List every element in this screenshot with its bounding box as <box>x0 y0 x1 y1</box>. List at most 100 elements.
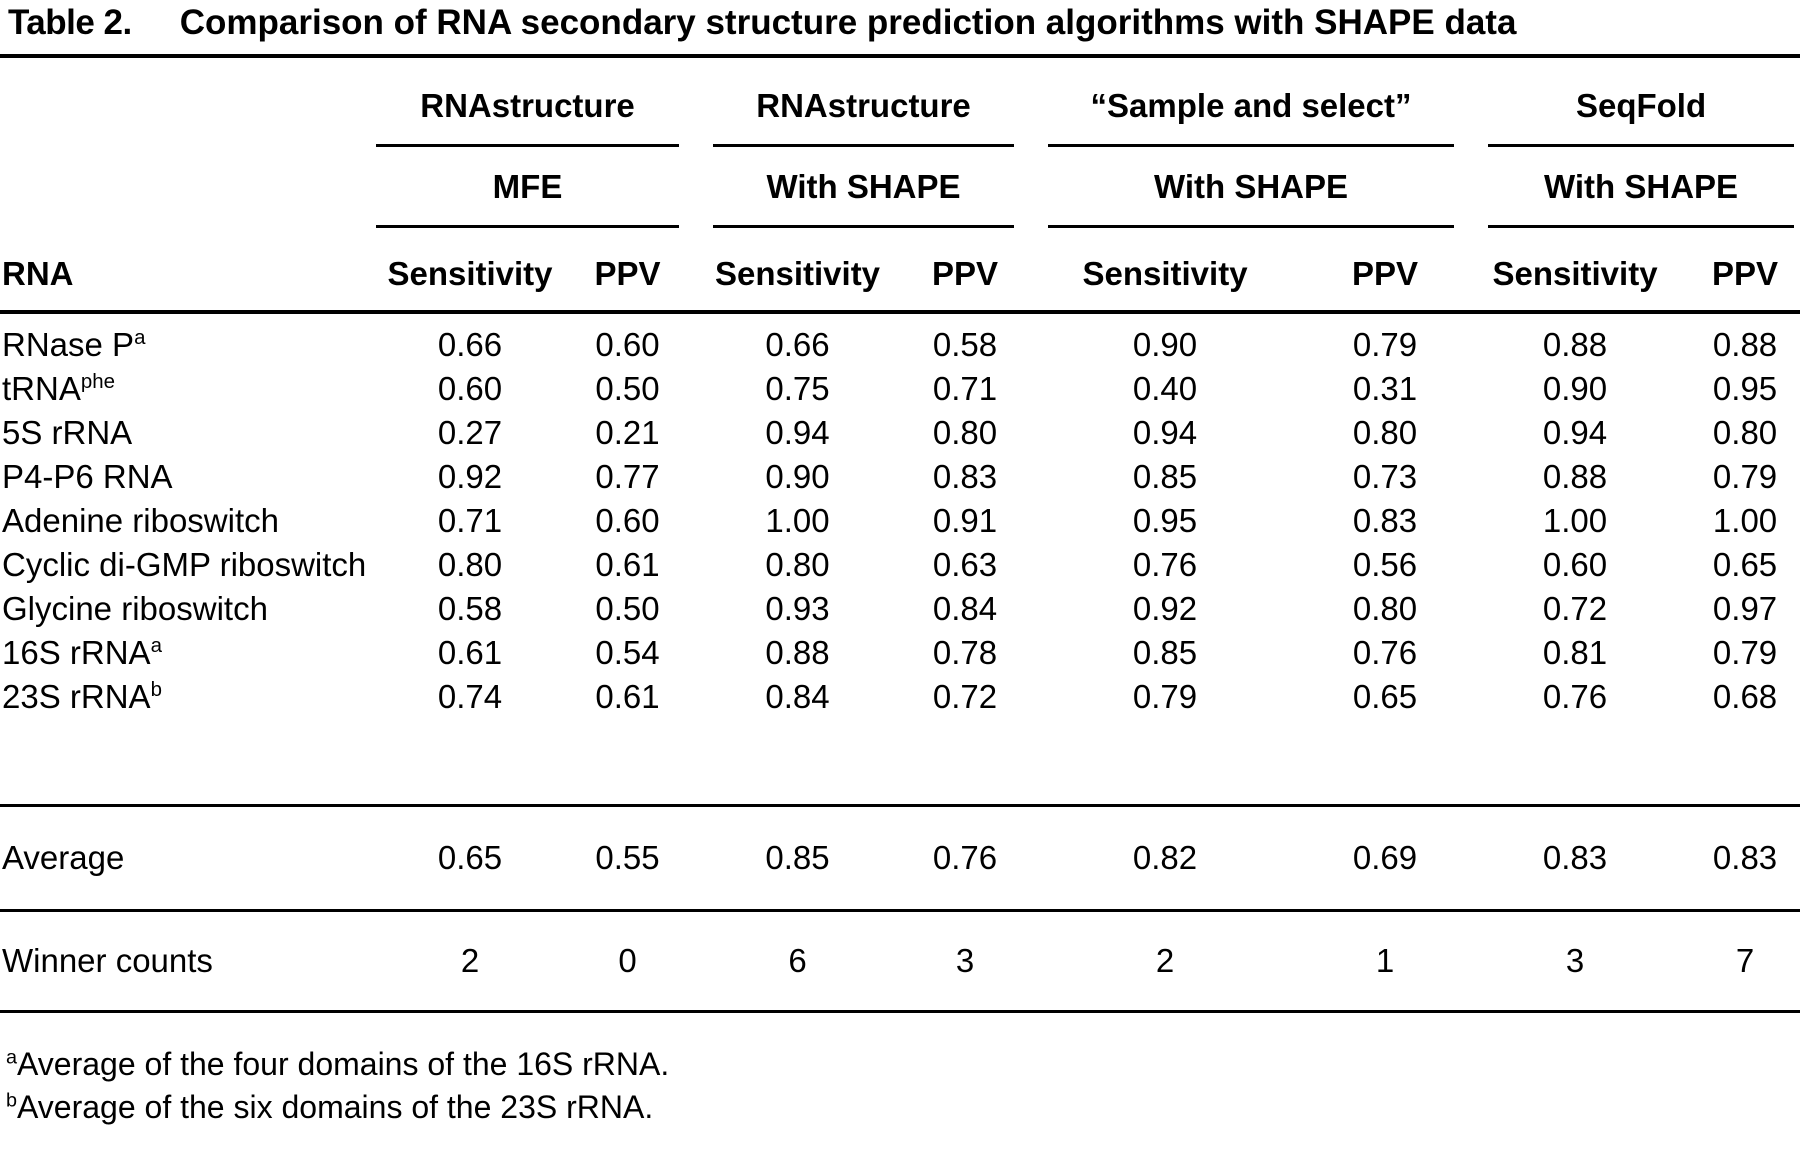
value-cell: 7 <box>1690 910 1800 1013</box>
value-cell: 2 <box>1020 910 1311 1013</box>
rna-name-cell: 16S rRNAa <box>0 631 370 675</box>
value-cell: 1.00 <box>765 502 830 539</box>
value-cell: 0.94 <box>765 414 830 451</box>
group-subname: With SHAPE <box>1048 147 1455 228</box>
group-name: RNAstructure <box>713 64 1015 147</box>
metric-header: PPV <box>1690 228 1800 314</box>
table-title: Table 2. Comparison of RNA secondary stru… <box>0 0 1800 58</box>
value-cell: 0.56 <box>1352 546 1418 583</box>
rna-name: tRNA <box>2 370 81 407</box>
value-cell: 0.80 <box>1712 414 1778 451</box>
value-cell: 0.61 <box>595 546 660 583</box>
footnote-marker: a <box>134 326 146 349</box>
column-subheader: With SHAPE <box>1460 147 1800 228</box>
rna-name: Adenine riboswitch <box>2 502 279 539</box>
value-cell: 0.79 <box>1132 678 1198 715</box>
rna-name-cell: P4-P6 RNA <box>0 455 370 499</box>
value-cell: 0.65 <box>1712 546 1778 583</box>
table-header: RNAstructure RNAstructure “Sample and se… <box>0 58 1800 314</box>
value-cell: 0.85 <box>1132 634 1198 671</box>
rna-name-cell: tRNAphe <box>0 367 370 411</box>
metric-header: PPV <box>570 228 686 314</box>
value-cell: 0.92 <box>437 458 503 495</box>
value-cell: 6 <box>685 910 911 1013</box>
group-subname: With SHAPE <box>713 147 1015 228</box>
value-cell: 0.54 <box>595 634 660 671</box>
value-cell: 0.50 <box>595 370 660 407</box>
rna-name-cell: Glycine riboswitch <box>0 587 370 631</box>
value-cell: 0.79 <box>1712 458 1778 495</box>
value-cell: 0.88 <box>1712 326 1778 363</box>
value-cell: 0.65 <box>370 804 570 912</box>
value-cell: 0.79 <box>1352 326 1418 363</box>
rna-name: 23S rRNA <box>2 678 151 715</box>
value-cell: 0.21 <box>595 414 660 451</box>
value-cell: 0.91 <box>932 502 998 539</box>
comparison-table: RNAstructure RNAstructure “Sample and se… <box>0 58 1800 1013</box>
average-row: Average 0.65 0.55 0.85 0.76 0.82 0.69 0.… <box>0 804 1800 912</box>
value-cell: 0.90 <box>765 458 830 495</box>
footnote-marker: a <box>150 634 162 657</box>
value-cell: 0.83 <box>932 458 998 495</box>
value-cell: 0.65 <box>1352 678 1418 715</box>
value-cell: 0.88 <box>1542 458 1608 495</box>
table-number: Table 2. <box>8 3 132 42</box>
value-cell: 1.00 <box>1542 502 1608 539</box>
table-row: Cyclic di-GMP riboswitch 0.80 0.61 0.80 0.63… <box>0 543 1800 587</box>
value-cell: 0.77 <box>595 458 660 495</box>
summary-section: Average 0.65 0.55 0.85 0.76 0.82 0.69 0.… <box>0 804 1800 1013</box>
value-cell: 0.76 <box>910 804 1021 912</box>
value-cell: 0.88 <box>765 634 830 671</box>
value-cell: 0.80 <box>437 546 503 583</box>
rna-name-cell: Cyclic di-GMP riboswitch <box>0 543 370 587</box>
value-cell: 0.94 <box>1542 414 1608 451</box>
column-subheader: MFE <box>370 147 685 228</box>
value-cell: 0.55 <box>570 804 686 912</box>
value-cell: 0.69 <box>1310 804 1461 912</box>
value-cell: 0.97 <box>1712 590 1778 627</box>
value-cell: 0.81 <box>1542 634 1608 671</box>
value-cell: 0.60 <box>595 502 660 539</box>
metric-header: PPV <box>910 228 1021 314</box>
value-cell: 0.66 <box>765 326 830 363</box>
table-row: RNase Pa 0.66 0.60 0.66 0.58 0.90 0.79 0.88 0.88 <box>0 312 1800 367</box>
group-subname: MFE <box>376 147 680 228</box>
value-cell: 0.88 <box>1542 326 1608 363</box>
value-cell: 0.95 <box>1712 370 1778 407</box>
value-cell: 0.71 <box>932 370 998 407</box>
column-group-header: “Sample and select” <box>1020 58 1460 147</box>
value-cell: 0.93 <box>765 590 830 627</box>
metric-header: Sensitivity <box>1020 228 1311 314</box>
corner-cell <box>0 58 370 147</box>
value-cell: 0.73 <box>1352 458 1418 495</box>
value-cell: 0.76 <box>1542 678 1608 715</box>
value-cell: 0.72 <box>932 678 998 715</box>
corner-cell <box>0 147 370 228</box>
value-cell: 0.66 <box>437 326 503 363</box>
value-cell: 0.79 <box>1712 634 1778 671</box>
table-row: 5S rRNA 0.27 0.21 0.94 0.80 0.94 0.80 0.94 0.80 <box>0 411 1800 455</box>
value-cell: 0.58 <box>932 326 998 363</box>
footnote-text: Average of the six domains of the 23S rR… <box>17 1089 654 1125</box>
value-cell: 0.80 <box>1352 414 1418 451</box>
value-cell: 2 <box>370 910 570 1013</box>
winner-counts-row: Winner counts 2 0 6 3 2 1 3 7 <box>0 910 1800 1013</box>
value-cell: 0.61 <box>437 634 503 671</box>
group-subname: With SHAPE <box>1488 147 1795 228</box>
rna-name: 16S rRNA <box>2 634 151 671</box>
table-row: 16S rRNAa 0.61 0.54 0.88 0.78 0.85 0.76 0.81 0.7… <box>0 631 1800 675</box>
footnote-marker: phe <box>80 370 115 393</box>
table-row: Adenine riboswitch 0.71 0.60 1.00 0.91 0.95 0.… <box>0 499 1800 543</box>
rna-column-header: RNA <box>0 228 370 314</box>
value-cell: 0 <box>570 910 686 1013</box>
value-cell: 0.71 <box>437 502 503 539</box>
rna-name: Glycine riboswitch <box>2 590 268 627</box>
table-body: RNase Pa 0.66 0.60 0.66 0.58 0.90 0.79 0.88 0.88… <box>0 312 1800 806</box>
footnote-marker: b <box>150 678 162 701</box>
value-cell: 0.82 <box>1020 804 1311 912</box>
value-cell: 0.83 <box>1460 804 1691 912</box>
value-cell: 0.63 <box>932 546 998 583</box>
rna-name: RNase P <box>2 326 135 363</box>
value-cell: 0.84 <box>765 678 830 715</box>
rna-name-cell: Adenine riboswitch <box>0 499 370 543</box>
